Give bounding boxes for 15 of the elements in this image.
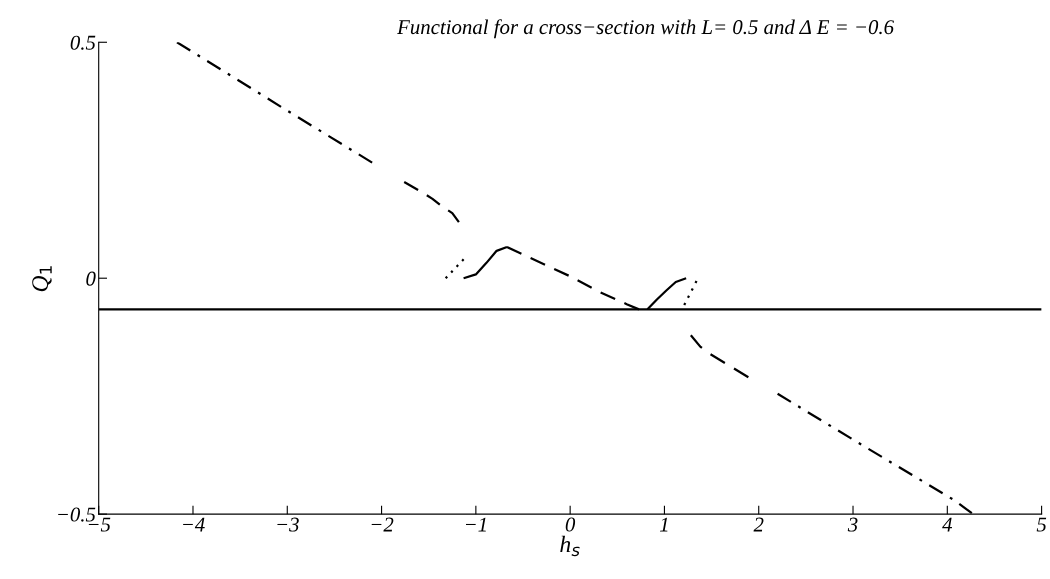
x-tick-label: 0 <box>565 517 576 532</box>
x-tick-label: 2 <box>753 517 764 532</box>
x-tick-label: 3 <box>847 517 858 532</box>
x-tick-label: −4 <box>183 517 205 532</box>
x-axis-title: h$_{s}$ <box>560 535 580 557</box>
chart-title: Functional for a cross−section with L= 0.5 and Δ E = −0.6 <box>397 19 894 39</box>
x-tick-label: −2 <box>371 517 394 532</box>
x-tick-label: 1 <box>659 517 668 532</box>
x-tick-label: 5 <box>1036 517 1047 532</box>
x-tick-label: −3 <box>277 517 299 532</box>
y-tick-label: 0 <box>86 271 96 286</box>
y-axis-title: Q$_{1}$ <box>32 266 52 292</box>
x-tick-label: −1 <box>465 517 486 532</box>
y-tick-label: 0.5 <box>70 35 96 50</box>
x-tick-label: 4 <box>942 517 953 532</box>
